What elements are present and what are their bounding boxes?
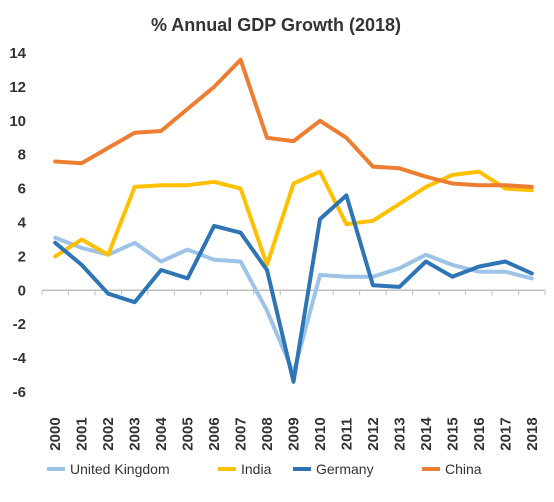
y-tick-label: -2	[13, 316, 26, 333]
y-tick-label: 6	[18, 181, 26, 198]
x-tick-label: 2014	[418, 417, 435, 451]
x-tick-label: 2000	[47, 417, 64, 450]
y-tick-label: 14	[9, 45, 26, 62]
x-tick-label: 2015	[444, 417, 461, 450]
series-line-2	[53, 193, 534, 384]
y-tick-label: 2	[18, 248, 26, 265]
legend-label: Germany	[316, 461, 374, 477]
x-tick-label: 2008	[259, 417, 276, 450]
x-tick-label: 2017	[497, 417, 514, 450]
y-axis: 14 12 10 8 6 4 2 0 -2 -4 -6	[9, 45, 545, 401]
x-tick-label: 2012	[365, 417, 382, 450]
x-tick-label: 2005	[180, 417, 197, 450]
x-axis: 2000 2001 2002 2003 2004 2005 2006 2007 2008 2009…	[41, 290, 546, 451]
y-tick-label: -4	[13, 350, 27, 367]
series-line-0	[53, 235, 534, 376]
legend-label: United Kingdom	[70, 461, 170, 477]
x-tick-label: 2007	[233, 417, 250, 450]
x-tick-label: 2002	[100, 417, 117, 450]
legend: United Kingdom India Germany China	[47, 461, 482, 477]
chart-title: % Annual GDP Growth (2018)	[151, 15, 401, 35]
y-tick-label: 10	[9, 113, 26, 130]
legend-label: India	[241, 461, 272, 477]
y-tick-label: -6	[13, 384, 26, 401]
x-tick-label: 2010	[312, 417, 329, 450]
x-tick-label: 2011	[338, 418, 355, 451]
x-tick-label: 2006	[206, 417, 223, 450]
y-tick-label: 8	[18, 147, 26, 164]
x-tick-label: 2001	[74, 417, 91, 450]
series-layer	[53, 57, 534, 384]
x-tick-label: 2018	[524, 417, 541, 450]
x-tick-label: 2016	[471, 417, 488, 450]
x-tick-label: 2003	[127, 417, 144, 450]
x-tick-label: 2013	[391, 417, 408, 450]
y-tick-label: 0	[18, 282, 26, 299]
y-tick-label: 12	[9, 79, 26, 96]
series-line-3	[53, 57, 534, 189]
x-tick-label: 2009	[286, 417, 303, 450]
legend-label: China	[445, 461, 482, 477]
y-tick-label: 4	[18, 215, 27, 232]
series-line-1	[53, 169, 534, 267]
x-tick-label: 2004	[153, 417, 170, 451]
